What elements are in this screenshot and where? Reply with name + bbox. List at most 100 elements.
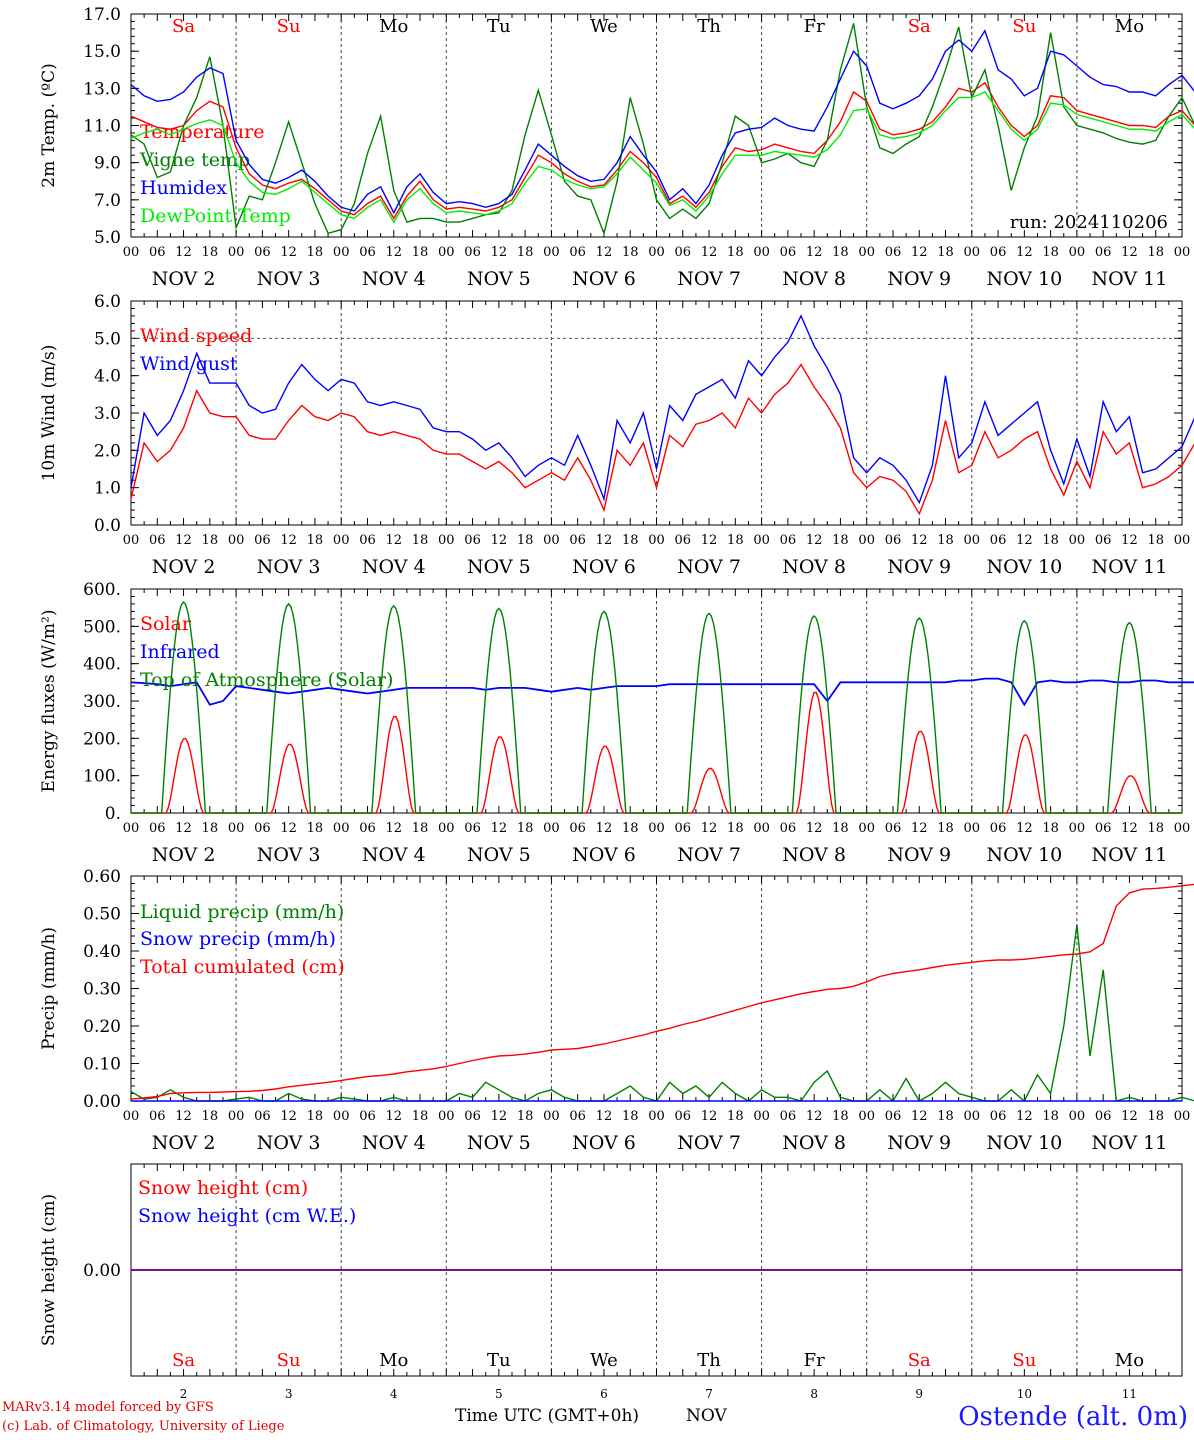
legend-snow-height-cm-w-e: Snow height (cm W.E.) <box>138 1205 356 1227</box>
weekday-label: Tu <box>487 16 511 37</box>
hour-tick-label: 00 <box>123 533 140 548</box>
day-label: NOV 3 <box>257 1132 321 1154</box>
hour-tick-label: 06 <box>569 1109 586 1124</box>
hour-tick-label: 12 <box>596 533 613 548</box>
series-humidex <box>130 29 1194 215</box>
hour-tick-label: 06 <box>1095 533 1112 548</box>
weekday-label: We <box>590 1350 618 1371</box>
day-label: NOV 9 <box>887 1132 951 1154</box>
hour-tick-label: 18 <box>1147 1109 1164 1124</box>
hour-tick-label: 12 <box>491 1109 508 1124</box>
y-tick-label: 0.30 <box>83 980 121 1000</box>
hour-tick-label: 06 <box>990 245 1007 260</box>
y-tick-label: 0.20 <box>83 1017 121 1037</box>
day-label: NOV 4 <box>362 1132 426 1154</box>
series-temperature <box>130 81 1194 220</box>
hour-tick-label: 12 <box>806 245 823 260</box>
y-tick-label: 6.0 <box>94 292 121 312</box>
weekday-label: Fr <box>804 1350 825 1371</box>
hour-tick-label: 06 <box>569 533 586 548</box>
hour-tick-label: 12 <box>1016 821 1033 836</box>
day-label: NOV 8 <box>782 556 846 578</box>
hour-tick-label: 18 <box>727 245 744 260</box>
day-label: NOV 9 <box>887 556 951 578</box>
hour-tick-label: 06 <box>464 1109 481 1124</box>
hour-tick-label: 06 <box>990 1109 1007 1124</box>
day-label: NOV 5 <box>467 268 531 290</box>
legend-wind-gust: Wind gust <box>140 353 238 375</box>
hour-tick-label: 12 <box>701 821 718 836</box>
hour-tick-label: 12 <box>1016 533 1033 548</box>
y-tick-label: 300. <box>83 692 121 712</box>
day-label: NOV 7 <box>677 844 741 866</box>
hour-tick-label: 18 <box>622 533 639 548</box>
hour-tick-label: 06 <box>149 245 166 260</box>
y-axis-title: Snow height (cm) <box>39 1194 59 1346</box>
hour-tick-label: 00 <box>1174 821 1191 836</box>
hour-tick-label: 00 <box>228 533 245 548</box>
y-tick-label: 0.50 <box>83 905 121 925</box>
hour-tick-label: 12 <box>596 821 613 836</box>
weekday-label: Mo <box>379 1350 408 1371</box>
legend-snow-precip-mm-h: Snow precip (mm/h) <box>140 928 336 950</box>
y-tick-label: 11.0 <box>83 117 121 137</box>
hour-tick-label: 12 <box>1121 245 1138 260</box>
hour-tick-label: 18 <box>727 1109 744 1124</box>
hour-tick-label: 00 <box>858 1109 875 1124</box>
hour-tick-label: 06 <box>359 533 376 548</box>
hour-tick-label: 18 <box>622 1109 639 1124</box>
hour-tick-label: 18 <box>727 533 744 548</box>
hour-tick-label: 12 <box>280 245 297 260</box>
series-dewpoint-temp <box>130 91 1194 224</box>
hour-tick-label: 18 <box>1147 821 1164 836</box>
hour-tick-label: 00 <box>438 1109 455 1124</box>
hour-tick-label: 18 <box>412 1109 429 1124</box>
day-label: NOV 2 <box>152 844 216 866</box>
hour-tick-label: 06 <box>675 821 692 836</box>
day-label: NOV 4 <box>362 268 426 290</box>
hour-tick-label: 18 <box>832 821 849 836</box>
legend-vigne-temp: Vigne temp <box>139 149 250 171</box>
hour-tick-label: 18 <box>202 245 219 260</box>
hour-tick-label: 12 <box>280 533 297 548</box>
hour-tick-label: 06 <box>569 245 586 260</box>
hour-tick-label: 12 <box>385 821 402 836</box>
hour-tick-label: 18 <box>412 821 429 836</box>
y-tick-label: 0.10 <box>83 1055 121 1075</box>
hour-tick-label: 00 <box>123 821 140 836</box>
y-tick-label: 500. <box>83 617 121 637</box>
hour-tick-label: 06 <box>885 821 902 836</box>
hour-tick-label: 12 <box>911 1109 928 1124</box>
hour-tick-label: 18 <box>622 245 639 260</box>
y-tick-label: 0.00 <box>83 1092 121 1112</box>
legend-top-of-atmosphere-solar: Top of Atmosphere (Solar) <box>140 669 393 691</box>
hour-tick-label: 00 <box>753 533 770 548</box>
hour-tick-label: 18 <box>307 1109 324 1124</box>
hour-tick-label: 18 <box>937 245 954 260</box>
hour-tick-label: 06 <box>885 1109 902 1124</box>
hour-tick-label: 12 <box>491 245 508 260</box>
time-axis-title: Time UTC (GMT+0h) <box>455 1406 640 1426</box>
day-label: NOV 5 <box>467 556 531 578</box>
weekday-label: Th <box>697 16 721 37</box>
y-tick-label: 0.40 <box>83 942 121 962</box>
hour-tick-label: 12 <box>175 1109 192 1124</box>
day-label: NOV 10 <box>986 268 1062 290</box>
hour-tick-label: 00 <box>964 1109 981 1124</box>
hour-tick-label: 00 <box>1174 245 1191 260</box>
day-label: NOV 11 <box>1092 844 1168 866</box>
hour-tick-label: 18 <box>307 533 324 548</box>
day-label: NOV 5 <box>467 1132 531 1154</box>
hour-tick-label: 18 <box>1042 533 1059 548</box>
hour-tick-label: 06 <box>464 245 481 260</box>
hour-tick-label: 18 <box>1042 1109 1059 1124</box>
legend-liquid-precip-mm-h: Liquid precip (mm/h) <box>140 901 344 923</box>
day-label: NOV 4 <box>362 556 426 578</box>
hour-tick-label: 18 <box>1042 821 1059 836</box>
y-tick-label: 4.0 <box>94 367 121 387</box>
hour-tick-label: 06 <box>780 533 797 548</box>
hour-tick-label: 12 <box>491 533 508 548</box>
hour-tick-label: 06 <box>569 821 586 836</box>
plot-frame <box>130 588 1183 814</box>
day-label: NOV 5 <box>467 844 531 866</box>
